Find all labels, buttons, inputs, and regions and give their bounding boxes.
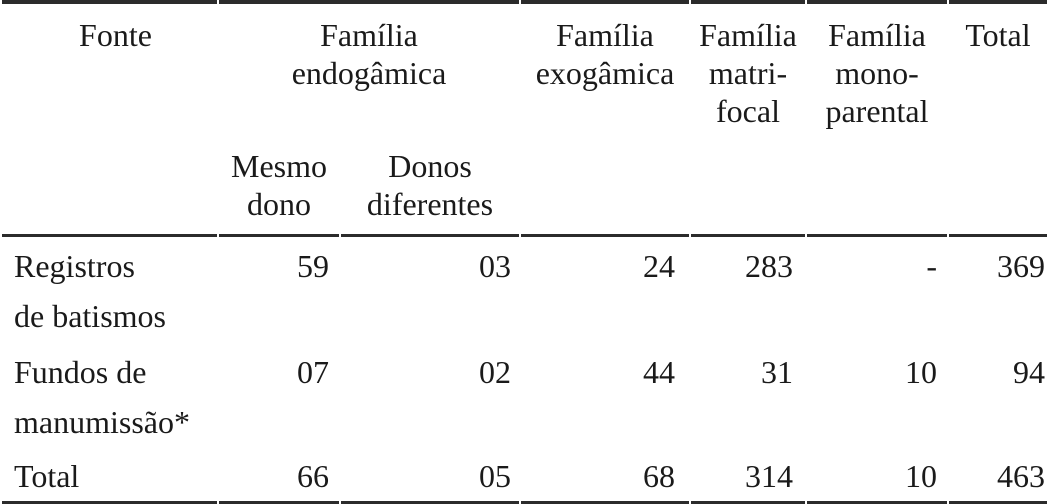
row-label-line: manumissão*	[14, 404, 190, 440]
value-cell: 07	[297, 354, 329, 390]
header-line: Fonte	[79, 17, 152, 53]
row-label-line: Registros	[14, 248, 135, 284]
value-cell: 02	[479, 354, 511, 390]
col-header-familia-monoparental: Família mono- parental	[807, 0, 947, 137]
value-cell: -	[926, 248, 937, 284]
col-subheader-mesmo-dono: Mesmo dono	[219, 137, 339, 237]
header-line: parental	[825, 93, 929, 129]
row-label-line: de batismos	[14, 298, 166, 334]
header-line: exogâmica	[535, 55, 675, 91]
header-line: Total	[965, 17, 1031, 53]
row-label-line: Fundos de	[14, 354, 147, 390]
col-header-familia-matrifocal: Família matri- focal	[691, 0, 805, 137]
col-group-familia-endogamica: Família endogâmica	[219, 0, 519, 137]
header-line: mono-	[835, 55, 919, 91]
header-line: dono	[247, 186, 311, 222]
header-line: Família	[556, 17, 654, 53]
header-line: Donos	[388, 148, 472, 184]
value-cell: 10	[807, 447, 947, 504]
col-subheader-donos-diferentes: Donos diferentes	[341, 137, 519, 237]
col-header-total: Total	[949, 0, 1047, 137]
header-line: endogâmica	[291, 55, 447, 91]
header-line: diferentes	[366, 186, 494, 222]
row-label-cell: Total	[2, 447, 217, 504]
value-cell: 10	[905, 354, 937, 390]
empty-subheader-cell	[691, 137, 805, 237]
header-line: Família	[828, 17, 926, 53]
table-row-registros-de-batismos: Registros de batismos 59 03 24 283 - 369	[2, 237, 1047, 343]
col-header-familia-exogamica: Família exogâmica	[521, 0, 689, 137]
value-cell: 24	[643, 248, 675, 284]
row-label-line: Total	[14, 458, 80, 494]
header-row-subheaders: Mesmo dono Donos diferentes	[2, 137, 1047, 237]
empty-subheader-cell	[807, 137, 947, 237]
value-cell: 314	[691, 447, 805, 504]
value-cell: 463	[949, 447, 1047, 504]
row-label-cell: Fundos de manumissão*	[2, 343, 217, 447]
value-cell: 369	[997, 248, 1045, 284]
value-cell: 31	[761, 354, 793, 390]
value-cell: 44	[643, 354, 675, 390]
table-row-total: Total 66 05 68 314 10 463	[2, 447, 1047, 504]
value-cell: 283	[745, 248, 793, 284]
col-header-fonte: Fonte	[2, 0, 217, 237]
row-label-cell: Registros de batismos	[2, 237, 217, 343]
empty-subheader-cell	[949, 137, 1047, 237]
header-line: Mesmo	[231, 148, 327, 184]
header-line: Família	[320, 17, 418, 53]
header-row-groups: Fonte Família endogâmica Família exogâmi…	[2, 0, 1047, 237]
header-line: matri-	[708, 55, 788, 91]
value-cell: 59	[297, 248, 329, 284]
value-cell: 03	[479, 248, 511, 284]
value-cell: 05	[341, 447, 519, 504]
value-cell: 66	[219, 447, 339, 504]
empty-subheader-cell	[521, 137, 689, 237]
table-row-fundos-de-manumissao: Fundos de manumissão* 07 02 44 31 10 94	[2, 343, 1047, 447]
header-line: Família	[699, 17, 797, 53]
value-cell: 94	[1013, 354, 1045, 390]
header-line: focal	[716, 93, 780, 129]
value-cell: 68	[521, 447, 689, 504]
